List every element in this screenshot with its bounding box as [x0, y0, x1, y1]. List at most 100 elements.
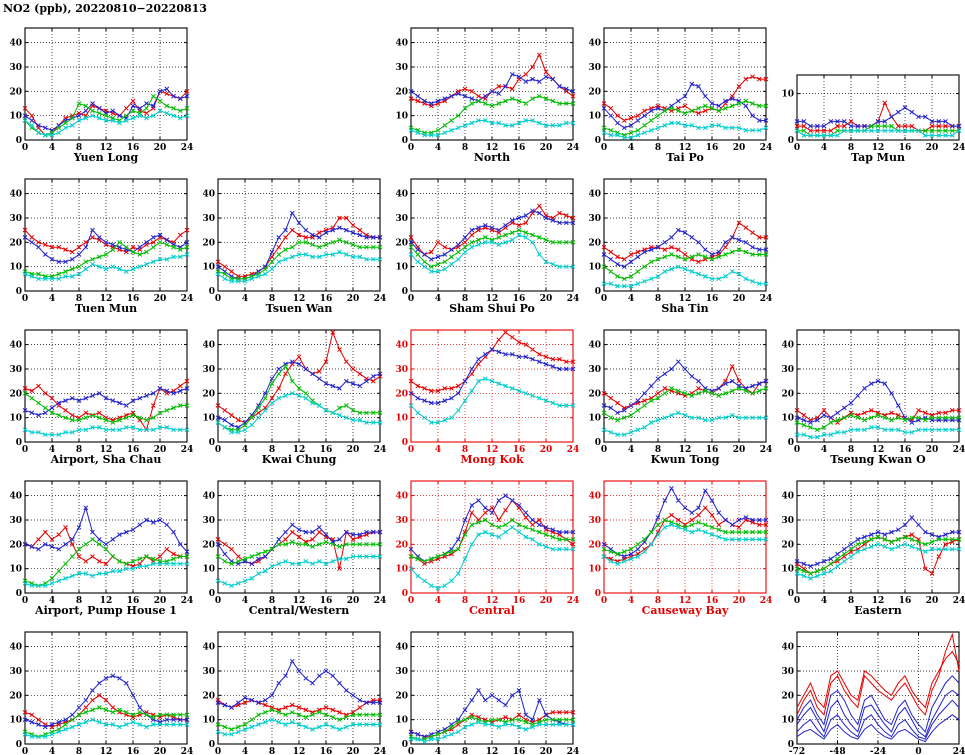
x-tick-label: 8	[655, 445, 661, 455]
x-markers-cyan	[601, 522, 769, 567]
x-tick-label: 8	[462, 143, 468, 153]
x-tick-label: 4	[49, 445, 55, 455]
plot-border	[410, 480, 574, 594]
y-tick-label: 10	[9, 414, 22, 424]
y-tick-label: 0	[402, 136, 408, 146]
y-tick-label: 10	[781, 90, 794, 100]
x-tick-label: 24	[760, 143, 773, 153]
series-blue-2	[796, 689, 960, 738]
x-markers-cyan	[601, 120, 769, 140]
x-tick-label: 24	[760, 445, 773, 455]
y-tick-label: 30	[395, 63, 408, 73]
x-tick-label: 8	[655, 596, 661, 606]
x-tick-label: 12	[100, 747, 113, 755]
x-tick-label: 12	[872, 445, 885, 455]
series-red	[24, 526, 187, 567]
x-tick-label: 12	[679, 445, 692, 455]
x-tick-label: 0	[601, 596, 607, 606]
x-tick-label: 0	[408, 294, 414, 304]
x-tick-label: 24	[181, 747, 194, 755]
x-tick-label: 4	[821, 143, 827, 153]
x-markers-red	[794, 532, 962, 576]
x-tick-label: 20	[154, 143, 167, 153]
x-markers-cyan	[408, 232, 576, 274]
x-tick-label: 16	[706, 596, 719, 606]
y-tick-label: 20	[9, 691, 22, 701]
chart-southern: 04812162024010203040Southern	[386, 604, 579, 755]
y-tick-label: 20	[9, 87, 22, 97]
x-tick-label: 16	[706, 294, 719, 304]
series-red	[410, 53, 574, 107]
y-tick-label: 40	[9, 341, 22, 351]
y-tick-label: 10	[395, 263, 408, 273]
series-red	[217, 217, 380, 277]
y-tick-label: 10	[9, 112, 22, 122]
y-tick-label: 20	[395, 238, 408, 248]
x-tick-label: 4	[821, 596, 827, 606]
x-tick-label: 24	[567, 596, 580, 606]
y-tick-label: 40	[395, 492, 408, 502]
y-tick-label: 20	[588, 87, 601, 97]
x-markers-blue	[601, 359, 769, 416]
y-tick-label: 20	[9, 389, 22, 399]
x-tick-label: 20	[733, 596, 746, 606]
chart-canvas: 0 4 8 12 16 20 24 0 10 20 30 40 Central/Western	[202, 480, 386, 617]
y-tick-label: 30	[202, 516, 215, 526]
x-tick-label: 12	[293, 445, 306, 455]
series-red-1	[796, 650, 960, 709]
x-tick-label: 20	[347, 445, 360, 455]
y-tick-label: 40	[588, 190, 601, 200]
x-markers-blue	[22, 673, 190, 730]
x-tick-label: 4	[49, 747, 55, 755]
x-tick-label: 0	[215, 294, 221, 304]
x-tick-label: 16	[513, 596, 526, 606]
y-tick-label: 10	[395, 716, 408, 726]
y-tick-label: 30	[9, 63, 22, 73]
x-tick-label: 24	[953, 747, 965, 755]
x-markers-blue	[794, 378, 962, 425]
y-tick-label: 10	[9, 565, 22, 575]
y-tick-label: 0	[16, 740, 22, 750]
x-tick-label: 8	[655, 294, 661, 304]
x-markers-green	[601, 386, 769, 423]
x-tick-label: 24	[567, 143, 580, 153]
chart-canvas: 04812162024010203040Southern	[395, 631, 579, 755]
y-tick-label: 0	[16, 589, 22, 599]
y-tick-label: 0	[209, 589, 215, 599]
chart-causeway-bay: 0 4 8 12 16 20 24 0 10 20 30 40 Causeway Bay	[579, 453, 772, 617]
x-tick-label: 4	[628, 294, 634, 304]
y-tick-label: 20	[395, 87, 408, 97]
chart-kwun-tong: 0 4 8 12 16 20 24 0 10 20 30 40 Kwun Tong	[579, 302, 773, 466]
chart-title: Tuen Mun	[75, 302, 137, 315]
x-markers-green	[215, 539, 383, 567]
x-tick-label: 20	[540, 596, 553, 606]
x-tick-label: 8	[462, 596, 468, 606]
y-tick-label: 40	[588, 492, 601, 502]
x-tick-label: 0	[601, 445, 607, 455]
x-markers-blue	[215, 359, 383, 430]
y-tick-label: 0	[402, 740, 408, 750]
chart-canvas: 0 4 8 12 16 20 24 0 10 20 30 40 Eastern	[781, 480, 965, 617]
chart-title: Sha Tin	[661, 302, 708, 315]
series-blue-3	[796, 699, 960, 740]
chart-tsuen-wan: 0 4 8 12 16 20 24 0 10 20 30 40 Tsuen Wan	[193, 151, 386, 315]
x-markers-cyan	[601, 264, 769, 289]
chart-canvas: 0 4 8 12 16 20 24 0 10 20 30 40 Sham Shui Po	[395, 178, 579, 315]
series-cyan	[410, 378, 573, 423]
chart-title: Central/Western	[249, 604, 349, 617]
chart-tseung-kwan-o: 0 4 8 12 16 20 24 0 10 20 30 40 Tseung Kwan O	[772, 302, 965, 466]
x-tick-label: 4	[628, 445, 634, 455]
chart-canvas: 0 4 8 12 16 20 24 0 10 20 30 40 Central	[395, 480, 580, 617]
x-tick-label: 12	[679, 294, 692, 304]
y-tick-label: 30	[9, 516, 22, 526]
chart-canvas: 0 4 8 12 16 20 24 0 10 20 30 40 Tuen Mun	[9, 178, 193, 315]
chart-title: North	[474, 151, 510, 164]
x-tick-label: 8	[462, 294, 468, 304]
chart-airport-pump-house-1: 0 4 8 12 16 20 24 0 10 20 30 40 Airport, Pump House …	[0, 453, 193, 617]
y-tick-label: 20	[781, 540, 794, 550]
chart-central-western: 0 4 8 12 16 20 24 0 10 20 30 40 Central/Western	[193, 453, 386, 617]
series-green	[217, 541, 380, 565]
y-tick-label: 0	[402, 287, 408, 297]
y-tick-label: 20	[202, 540, 215, 550]
